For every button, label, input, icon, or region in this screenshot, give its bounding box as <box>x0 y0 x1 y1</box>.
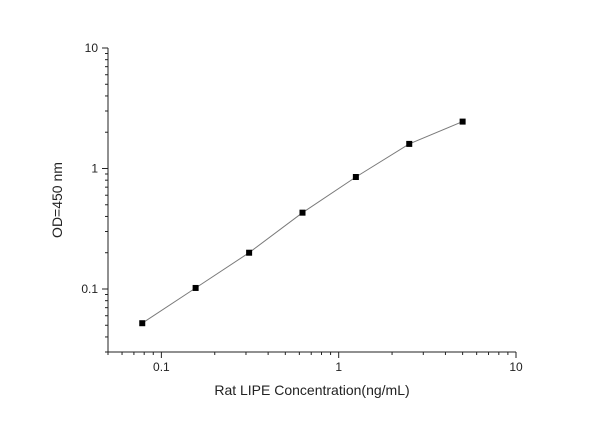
data-point <box>246 249 253 256</box>
y-tick-label: 0.1 <box>81 282 98 296</box>
data-point <box>352 174 359 181</box>
data-points <box>139 118 466 327</box>
data-point <box>406 140 413 147</box>
x-tick-label: 1 <box>335 360 342 374</box>
data-point <box>459 118 466 125</box>
x-axis-label: Rat LIPE Concentration(ng/mL) <box>214 382 409 398</box>
y-tick-label: 1 <box>91 161 98 175</box>
data-point <box>192 284 199 291</box>
y-tick-label: 10 <box>85 41 99 55</box>
series-line-group <box>141 121 463 324</box>
x-axis-ticks: 0.1 1 10 <box>107 352 523 374</box>
data-point <box>139 320 146 327</box>
x-tick-label: 0.1 <box>153 360 170 374</box>
y-axis-label: OD=450 nm <box>49 162 65 238</box>
x-tick-label: 10 <box>509 360 523 374</box>
data-point <box>299 209 306 216</box>
y-axis-ticks: 0.1 1 10 <box>81 41 108 353</box>
axes <box>107 48 516 353</box>
series-line <box>141 121 463 324</box>
